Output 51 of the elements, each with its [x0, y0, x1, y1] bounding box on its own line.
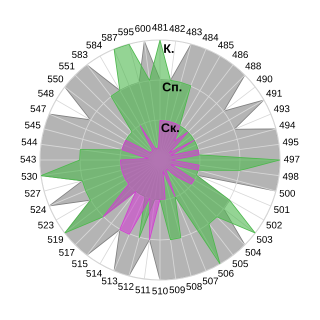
spoke-label: 498 — [282, 172, 298, 180]
spoke-label: 491 — [266, 90, 282, 97]
spoke-label: 508 — [186, 283, 202, 290]
spoke-label: 507 — [202, 278, 218, 284]
spoke-label: 524 — [30, 206, 46, 214]
spoke-label: 513 — [102, 278, 118, 284]
spoke-label: 547 — [30, 105, 46, 112]
series-label: Сп. — [162, 82, 182, 92]
spoke-label: 486 — [232, 51, 248, 58]
spoke-label: 501 — [274, 206, 290, 214]
spoke-label: 504 — [245, 248, 262, 256]
series-label: Ск. — [161, 123, 179, 132]
spoke-label: 481 — [152, 24, 168, 31]
spoke-label: 503 — [256, 236, 272, 243]
spoke-label: 527 — [24, 190, 40, 197]
spoke-label: 550 — [48, 75, 64, 82]
spoke-label: 600 — [135, 25, 151, 32]
spoke-label: 497 — [284, 156, 300, 163]
spoke-label: 482 — [169, 25, 185, 32]
spoke-label: 488 — [245, 62, 261, 70]
spoke-label: 514 — [86, 270, 102, 277]
series-label: К. — [164, 44, 174, 53]
spoke-label: 595 — [118, 28, 134, 36]
spoke-label: 494 — [279, 122, 296, 128]
spoke-label: 490 — [256, 75, 272, 82]
spoke-label: 485 — [218, 42, 234, 48]
spoke-label: 515 — [72, 260, 88, 268]
spoke-label: 543 — [20, 156, 36, 163]
spoke-label: 511 — [135, 286, 150, 294]
spoke-label: 502 — [266, 222, 282, 229]
spoke-label: 583 — [72, 51, 88, 58]
spoke-label: 517 — [59, 249, 74, 256]
spoke-label: 548 — [38, 90, 54, 97]
spoke-label: 587 — [102, 34, 118, 41]
spoke-label: 484 — [202, 34, 218, 41]
spoke-label: 483 — [186, 28, 202, 36]
spoke-label: 505 — [232, 260, 248, 268]
spoke-label: 584 — [86, 42, 102, 48]
spoke-label: 493 — [274, 105, 290, 112]
spoke-label: 530 — [22, 172, 38, 180]
spoke-label: 544 — [22, 138, 38, 146]
spoke-label: 512 — [118, 283, 134, 290]
spoke-label: 519 — [48, 236, 64, 243]
spoke-label: 500 — [280, 190, 296, 197]
spoke-label: 506 — [218, 270, 234, 277]
spoke-label: 523 — [38, 222, 54, 229]
spoke-label: 509 — [169, 286, 185, 294]
spoke-label: 551 — [59, 62, 74, 70]
spoke-label: 510 — [152, 288, 168, 294]
spoke-label: 495 — [282, 138, 298, 146]
spoke-label: 545 — [24, 122, 40, 128]
